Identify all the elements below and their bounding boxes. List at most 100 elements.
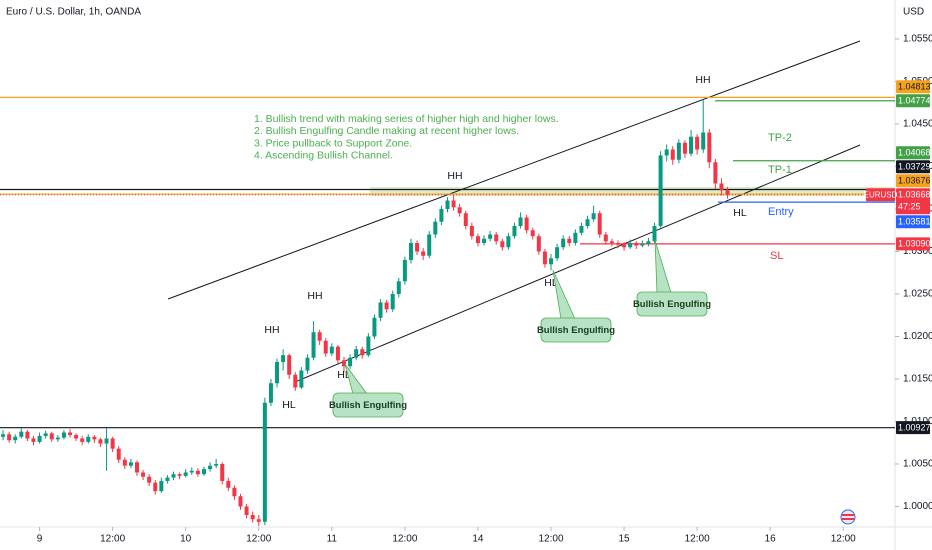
- support-zone: [370, 187, 895, 196]
- callout-box: [540, 317, 612, 343]
- candle-body: [165, 477, 170, 481]
- last-price-label: 1.03668: [898, 190, 931, 200]
- candle-body: [402, 259, 407, 282]
- candle-body: [74, 435, 79, 439]
- y-tick-label: 1.02500: [903, 289, 932, 300]
- candle-body: [682, 142, 687, 154]
- price-label: 1.03676: [898, 176, 931, 186]
- flag-icon: [840, 509, 856, 525]
- price-label: 1.00927: [898, 423, 931, 433]
- candle-body: [634, 242, 639, 246]
- analysis-note: 4. Ascending Bullish Channel.: [254, 150, 393, 162]
- candle-body: [427, 234, 432, 256]
- candle-body: [31, 438, 36, 442]
- candle-body: [719, 183, 724, 191]
- callout-box: [332, 392, 404, 418]
- candle-body: [573, 232, 578, 243]
- x-tick-label: 12:00: [392, 534, 417, 545]
- candle-body: [530, 230, 535, 237]
- swing-label: HH: [264, 324, 279, 336]
- x-tick-label: 12:00: [538, 534, 563, 545]
- price-label: 1.03729: [898, 162, 931, 172]
- candle-body: [463, 213, 468, 226]
- price-label: 1.03581: [898, 217, 931, 227]
- level-name: TP-1: [768, 164, 792, 176]
- candle-body: [689, 136, 694, 154]
- candle-body: [482, 238, 487, 243]
- analysis-note: 3. Price pullback to Support Zone.: [254, 137, 412, 149]
- candle-body: [61, 432, 66, 438]
- x-tick-label: 12:00: [246, 534, 271, 545]
- currency: USD: [903, 7, 924, 18]
- candle-body: [640, 243, 645, 246]
- candle-body: [488, 234, 493, 239]
- analysis-note: 1. Bullish trend with making series of h…: [254, 113, 559, 125]
- price-label: 1.04813: [898, 82, 931, 92]
- candle-body: [646, 241, 651, 244]
- candle-body: [366, 336, 371, 356]
- flag-stripe: [842, 514, 854, 516]
- candle-body: [658, 155, 663, 226]
- candle-body: [214, 463, 219, 466]
- candle-body: [1, 434, 6, 437]
- price-label-box: [896, 215, 930, 229]
- callout-text: Bullish Engulfing: [329, 400, 407, 411]
- candle-body: [555, 247, 560, 259]
- candle-body: [335, 346, 340, 361]
- candle-body: [128, 462, 133, 466]
- candle-body: [725, 190, 730, 195]
- candle-body: [323, 340, 328, 354]
- candle-body: [506, 236, 511, 248]
- x-tick-label: 9: [37, 534, 43, 545]
- candle-body: [317, 332, 322, 341]
- candle-body: [68, 432, 73, 436]
- candle-body: [195, 470, 200, 475]
- candle-body: [378, 302, 383, 318]
- swing-label: HH: [447, 170, 462, 182]
- candle-body: [244, 506, 249, 515]
- candle-body: [256, 519, 261, 522]
- y-tick-label: 1.00000: [903, 501, 932, 512]
- candle-body: [55, 437, 60, 440]
- candle-body: [281, 355, 286, 362]
- candle-body: [542, 251, 547, 265]
- candle-body: [670, 149, 675, 160]
- symbol-label: EURUSD: [864, 190, 898, 199]
- candle-body: [293, 374, 298, 388]
- price-label-box: [896, 94, 930, 108]
- symbol-title: Euro / U.S. Dollar, 1h, OANDA: [6, 7, 141, 18]
- candle-body: [220, 463, 225, 481]
- candle-body: [268, 383, 273, 403]
- countdown: 47:25: [898, 202, 921, 212]
- y-tick-label: 1.01500: [903, 374, 932, 385]
- flag-stripe: [842, 518, 854, 520]
- channel-upper: [167, 40, 861, 300]
- last-price-box: [896, 188, 930, 215]
- callout-text: Bullish Engulfing: [537, 325, 615, 336]
- x-tick-label: 11: [327, 534, 338, 545]
- x-tick-label: 16: [765, 534, 777, 545]
- candle-body: [341, 360, 346, 367]
- candle-body: [201, 469, 206, 475]
- x-tick-label: 12:00: [831, 534, 856, 545]
- candle-body: [494, 234, 499, 242]
- candle-body: [98, 439, 103, 444]
- candle-body: [695, 136, 700, 150]
- candle-body: [171, 474, 176, 478]
- candle-body: [116, 448, 121, 460]
- candle-body: [49, 433, 54, 440]
- candle-body: [579, 225, 584, 233]
- candle-body: [475, 236, 480, 243]
- candle-body: [141, 472, 146, 477]
- candle-body: [299, 370, 304, 388]
- candle-body: [676, 142, 681, 160]
- price-label-box: [896, 80, 930, 94]
- candle-body: [19, 431, 24, 437]
- candle-body: [250, 514, 255, 520]
- candle-body: [177, 474, 182, 476]
- candle-body: [232, 487, 237, 497]
- candle-body: [305, 357, 310, 371]
- candle-body: [701, 132, 706, 150]
- swing-label: HH: [695, 74, 710, 86]
